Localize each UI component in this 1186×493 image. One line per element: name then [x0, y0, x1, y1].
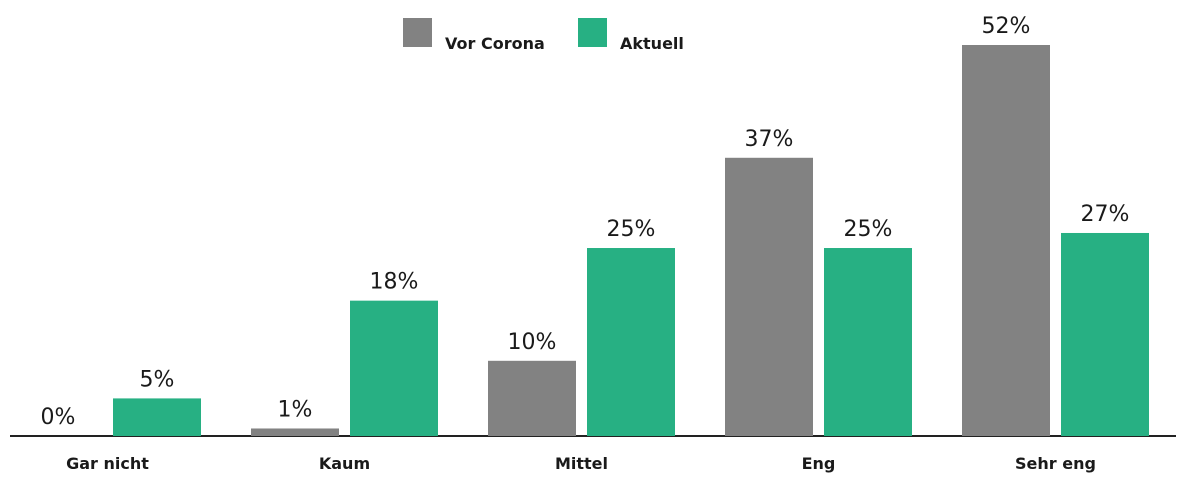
value-label: 37%: [745, 127, 794, 152]
bar: [488, 360, 576, 436]
bar: [824, 248, 912, 436]
value-label: 1%: [278, 397, 313, 422]
value-label: 0%: [41, 405, 76, 430]
bar: [587, 248, 675, 436]
legend-label: Vor Corona: [445, 34, 545, 53]
x-tick-label: Gar nicht: [66, 454, 149, 473]
legend-label: Aktuell: [620, 34, 684, 53]
x-tick-label: Sehr eng: [1015, 454, 1096, 473]
bar: [350, 300, 438, 436]
value-label: 27%: [1081, 202, 1130, 227]
bar: [962, 45, 1050, 436]
value-label: 25%: [607, 217, 656, 242]
value-label: 5%: [140, 367, 175, 392]
value-label: 18%: [370, 270, 419, 295]
bar: [113, 398, 201, 436]
bar: [725, 157, 813, 437]
legend-swatch: [403, 18, 432, 47]
bar: [1061, 232, 1149, 436]
bar: [251, 428, 339, 436]
legend-swatch: [578, 18, 607, 47]
value-label: 52%: [982, 14, 1031, 39]
value-label: 10%: [508, 330, 557, 355]
x-tick-label: Kaum: [319, 454, 370, 473]
value-label: 25%: [844, 217, 893, 242]
x-tick-label: Mittel: [555, 454, 608, 473]
x-tick-label: Eng: [802, 454, 836, 473]
